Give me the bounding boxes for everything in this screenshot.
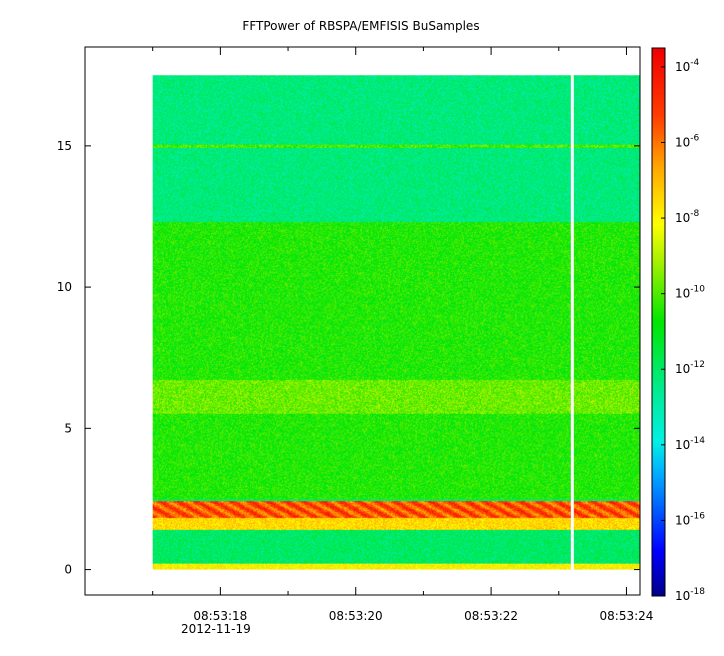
y-tick-label: 0 — [64, 563, 72, 577]
y-axis: 0 5 10 15 — [57, 139, 640, 577]
y-tick-label: 10 — [57, 280, 72, 294]
y-tick-label: 15 — [57, 139, 72, 153]
chart-title: FFTPower of RBSPA/EMFISIS BuSamples — [242, 19, 479, 33]
colorbar-tick-label: 10-12 — [675, 360, 705, 376]
colorbar-tick-label: 10-16 — [675, 511, 705, 527]
x-axis: 08:53:18 08:53:20 08:53:22 08:53:24 — [152, 47, 654, 623]
data-gap-line — [570, 75, 574, 570]
spectrogram-image — [152, 75, 640, 570]
x-tick-label: 08:53:20 — [329, 609, 383, 623]
colorbar-tick-label: 10-10 — [675, 285, 705, 301]
x-tick-label: 08:53:24 — [600, 609, 654, 623]
y-tick-label: 5 — [64, 421, 72, 435]
colorbar-tick-label: 10-18 — [675, 587, 705, 603]
colorbar-tick-label: 10-6 — [675, 133, 700, 149]
colorbar-gradient — [652, 48, 665, 596]
colorbar: 10-4 10-6 10-8 10-10 10-12 10-14 10-16 10-18 — [651, 47, 705, 603]
colorbar-ticks: 10-4 10-6 10-8 10-10 10-12 10-14 10-16 10-18 — [661, 58, 705, 603]
x-tick-label: 08:53:18 — [193, 609, 247, 623]
date-label: 2012-11-19 — [181, 622, 251, 636]
plot-frame — [84, 46, 641, 596]
colorbar-tick-label: 10-4 — [675, 58, 700, 74]
plot-area — [84, 46, 641, 596]
colorbar-frame — [651, 47, 666, 597]
x-tick-label: 08:53:22 — [464, 609, 518, 623]
colorbar-tick-label: 10-8 — [675, 209, 700, 225]
colorbar-tick-label: 10-14 — [675, 436, 705, 452]
